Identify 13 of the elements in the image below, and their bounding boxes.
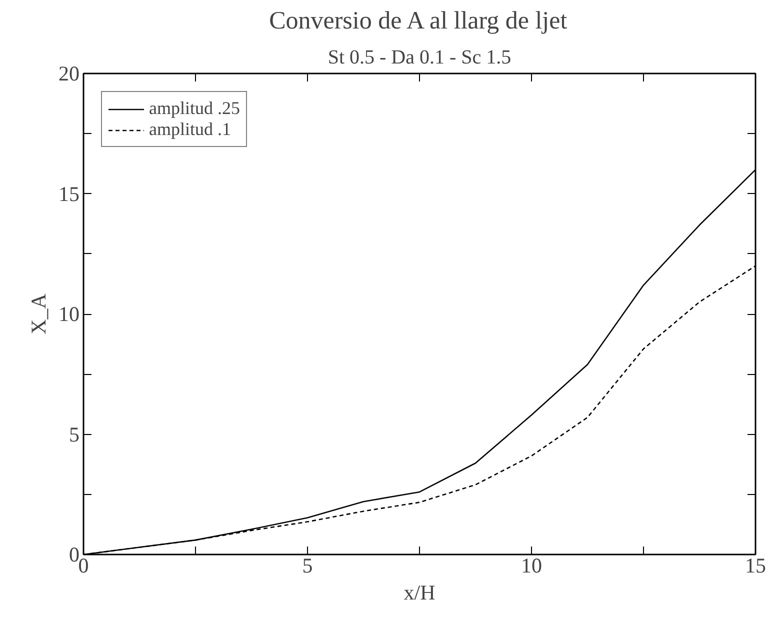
legend-label: amplitud .1 (149, 119, 231, 140)
x-tick-label: 10 (521, 554, 542, 578)
chart-title: Conversio de A al llarg de ljet (269, 8, 568, 34)
y-tick-label: 15 (58, 182, 80, 206)
x-axis-title: x/H (404, 580, 436, 604)
y-tick-label: 5 (69, 422, 80, 446)
chart-subtitle: St 0.5 - Da 0.1 - Sc 1.5 (328, 46, 512, 68)
y-tick-label: 10 (58, 302, 80, 326)
y-axis-title: X_A (26, 292, 50, 334)
legend-label: amplitud .25 (149, 98, 240, 119)
x-tick-label: 5 (302, 554, 313, 578)
y-tick-label: 20 (58, 62, 80, 86)
x-tick-label: 15 (745, 554, 766, 578)
